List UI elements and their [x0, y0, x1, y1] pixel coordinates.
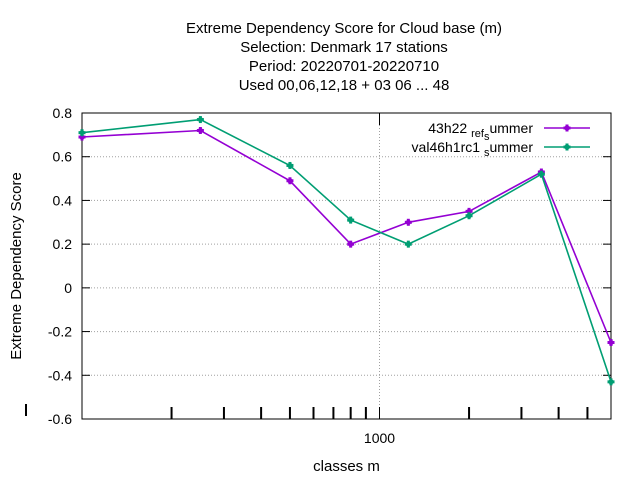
y-axis-label: Extreme Dependency Score [8, 172, 25, 360]
legend-entry-marker [563, 124, 571, 132]
y-tick-label: -0.4 [48, 367, 72, 383]
grid [82, 113, 611, 419]
marker-dot [79, 130, 85, 136]
series-val46h1rc1-summer [78, 116, 615, 386]
series-43h22-ref-summer [78, 126, 615, 346]
marker-dot [608, 339, 614, 346]
plot-frame [81, 112, 612, 420]
title-line-4: Used 00,06,12,18 + 03 06 ... 48 [239, 77, 450, 94]
data-point [537, 170, 545, 178]
marker-dot [287, 162, 293, 169]
data-point [196, 116, 204, 124]
y-tick-label: -0.6 [48, 411, 72, 427]
title-line-1: Extreme Dependency Score for Cloud base … [186, 20, 502, 37]
data-point [465, 212, 473, 220]
legend-entry-marker [563, 143, 571, 151]
marker-dot [287, 178, 293, 184]
marker-dot [405, 241, 411, 247]
x-tick-label: 1000 [364, 430, 395, 446]
series-line [81, 118, 612, 383]
legend-entry-label: val46h1rc1 summer [412, 139, 534, 159]
x-axis-label: classes m [313, 458, 380, 475]
marker-dot [608, 379, 614, 385]
data-point [347, 216, 355, 224]
marker-dot [197, 116, 203, 123]
marker-dot [197, 127, 203, 134]
marker-dot [564, 125, 570, 131]
data-point [607, 339, 615, 346]
marker-dot [564, 144, 570, 150]
marker-dot [538, 171, 544, 177]
data-point [196, 126, 204, 134]
y-tick-label: 0.6 [53, 149, 73, 165]
y-tick-label: 0 [64, 280, 72, 296]
data-point [404, 240, 412, 248]
marker-dot [405, 219, 411, 225]
legend-entry-label: 43h22 refsummer [428, 120, 533, 143]
data-point [286, 161, 294, 169]
chart-title: Extreme Dependency Score for Cloud base … [186, 20, 502, 94]
marker-dot [348, 217, 354, 223]
title-line-2: Selection: Denmark 17 stations [240, 39, 448, 56]
data-point [347, 240, 355, 248]
series-lines [78, 116, 615, 386]
data-point [78, 129, 86, 137]
y-tick-label: 0.4 [53, 192, 73, 208]
y-tick-label: 0.8 [53, 105, 73, 121]
data-point [286, 177, 294, 185]
title-line-3: Period: 20220701-20220710 [249, 58, 439, 75]
series-line [81, 129, 612, 343]
y-tick-label: -0.2 [48, 324, 72, 340]
marker-dot [466, 213, 472, 219]
marker-dot [348, 241, 354, 247]
y-tick-label: 0.2 [53, 236, 73, 252]
data-point [404, 218, 412, 226]
axis-ticks: -0.6 -0.4 -0.2 0 0.2 0.4 0.6 0.8 1000 [25, 105, 611, 446]
data-point [607, 378, 615, 386]
